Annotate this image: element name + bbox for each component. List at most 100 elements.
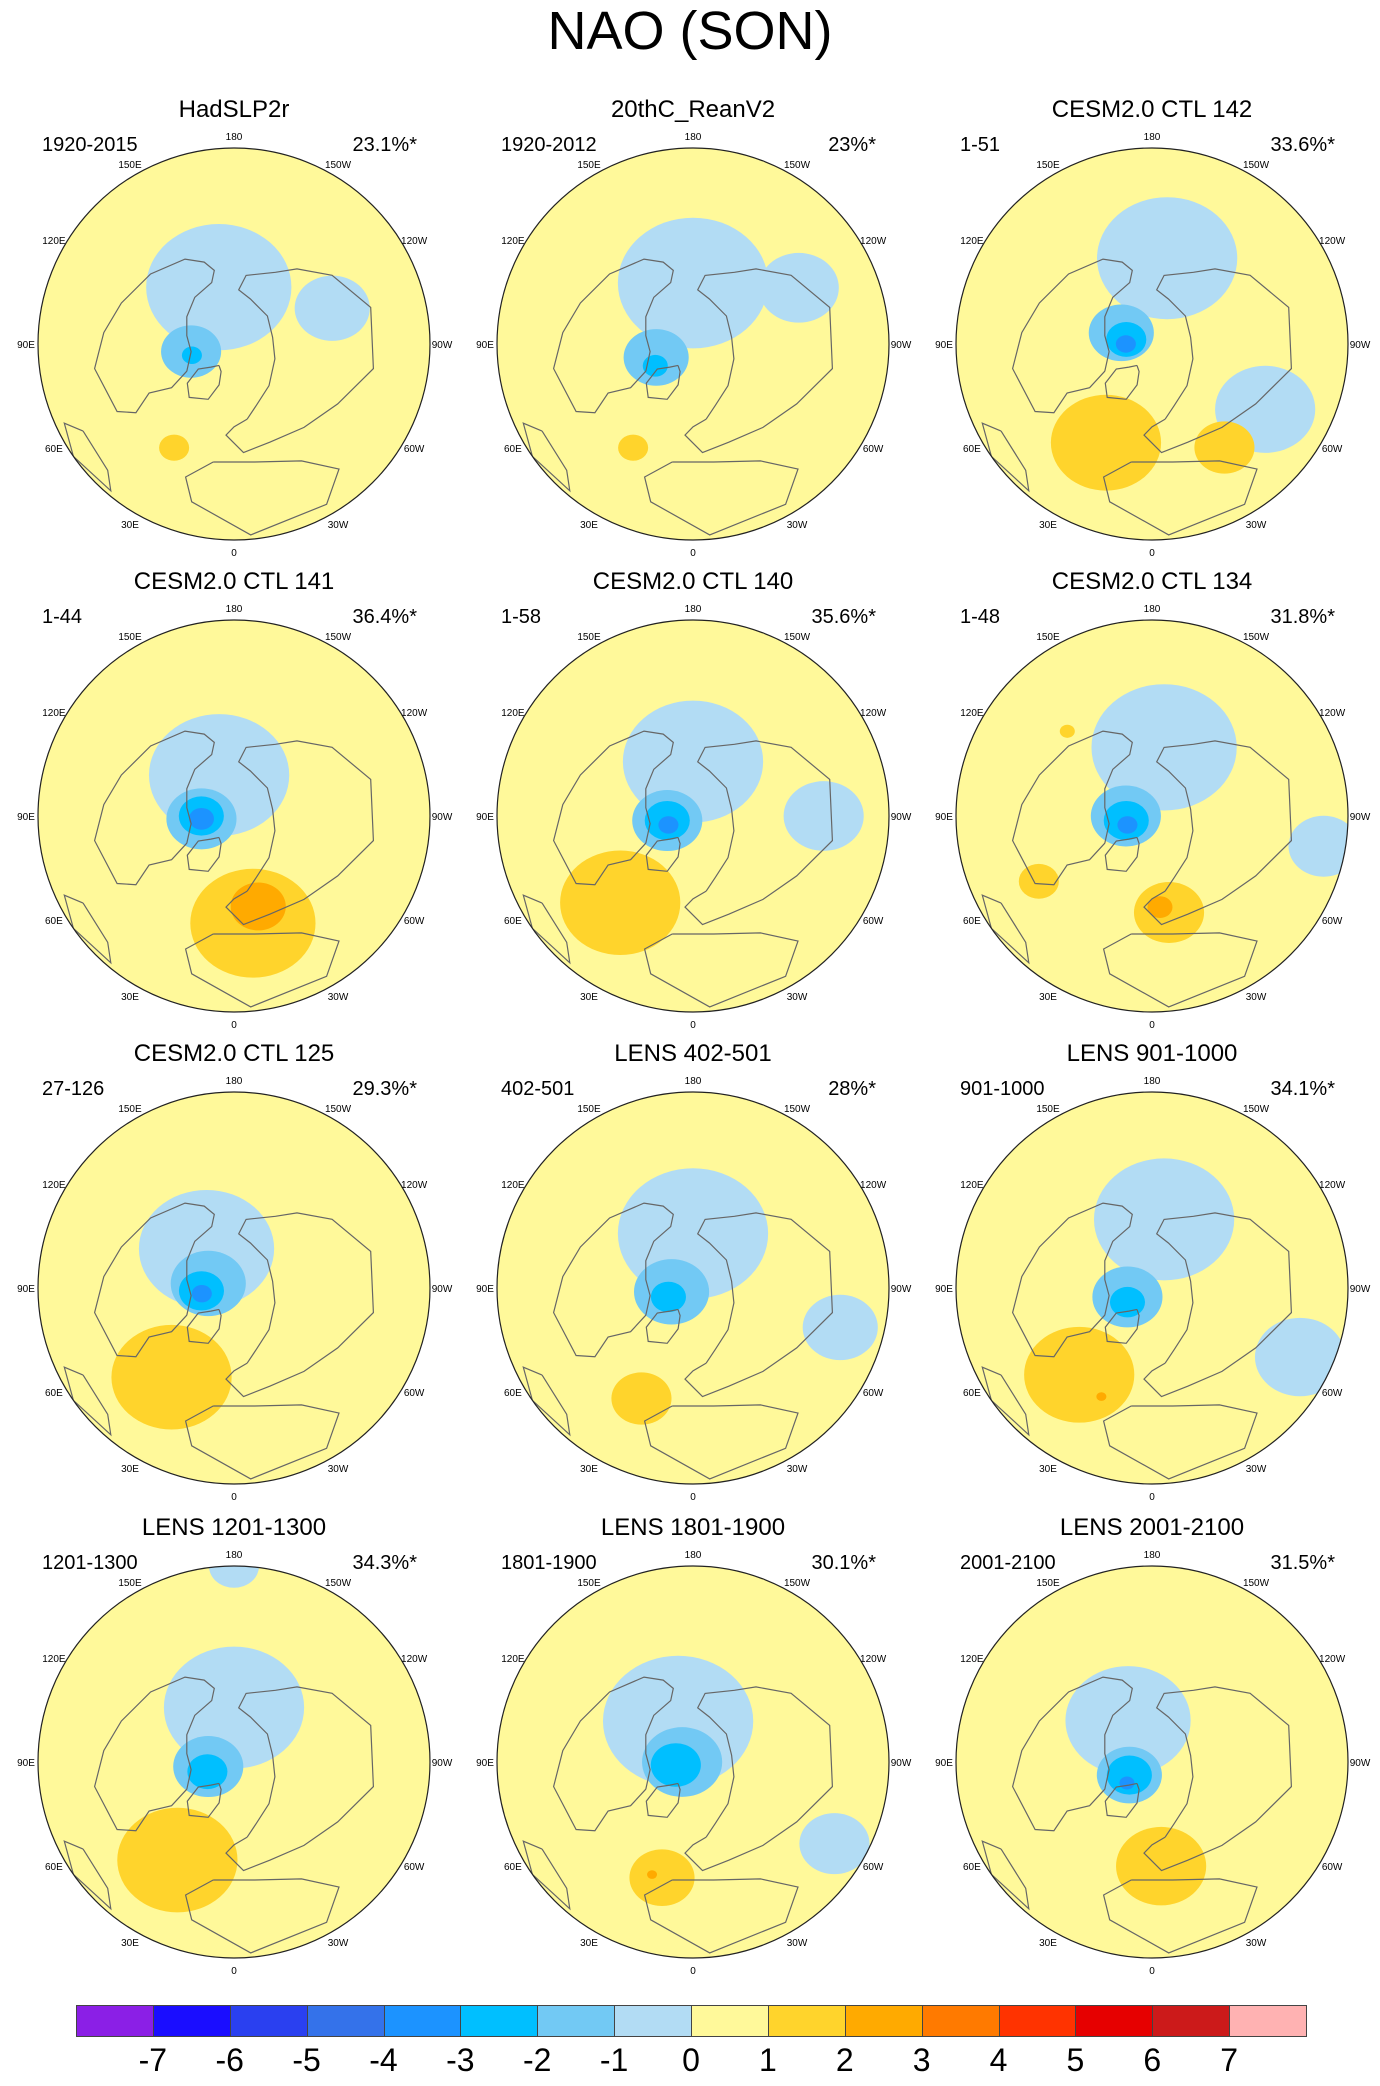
coastline [1104,1782,1140,1818]
coastline [1143,740,1293,926]
longitude-label: 120E [960,236,984,247]
coastline [93,258,215,414]
coastline [1104,836,1140,872]
colorbar-tick-label: 2 [835,2042,854,2078]
polar-map: 180 150E 120E 90E 60E 30E 0 30W 60W 90W 120W 150W [17,132,453,559]
longitude-label: 150E [1036,1104,1060,1115]
coastline [645,364,681,400]
longitude-label: 150E [577,1104,601,1115]
coastline [684,1212,834,1398]
longitude-label: 90E [17,812,35,823]
longitude-label: 90W [432,812,453,823]
colorbar-swatch [1075,2005,1154,2037]
anomaly-contour [1147,896,1173,919]
colorbar-tick-label: -7 [138,2042,168,2078]
panel-variance: 36.4%* [352,606,418,628]
polar-map: 180 150E 120E 90E 60E 30E 0 30W 60W 90W 120W 150W [935,1076,1371,1503]
colorbar-swatch [691,2005,769,2037]
colorbar-tick-label: 3 [912,2042,931,2078]
longitude-label: 150E [577,632,601,643]
map-panel: 20thC_ReanV2 1920-2012 23%* 180 150E 120E 90E 6… [463,96,923,559]
longitude-label: 60E [963,444,981,455]
longitude-label: 30E [121,520,139,531]
coastline [93,1202,215,1358]
colorbar-swatch [229,2005,308,2037]
panel-variance: 23%* [828,134,876,156]
longitude-label: 180 [685,1550,702,1561]
longitude-label: 60E [504,1862,522,1873]
longitude-label: 90E [935,340,953,351]
longitude-label: 120E [501,1180,525,1191]
panel-period: 1-58 [501,606,542,628]
longitude-label: 60E [45,1388,63,1399]
longitude-label: 30W [328,1938,349,1949]
map-boundary [496,619,890,1013]
map-panel: LENS 1801-1900 1801-1900 30.1%* 180 150E 120E… [463,1514,923,1977]
longitude-label: 120W [1319,1654,1346,1665]
longitude-label: 180 [685,1076,702,1087]
anomaly-contour [650,1743,701,1787]
anomaly-contour [159,434,190,461]
anomaly-contour [111,1324,232,1430]
panel-variance: 33.6%* [1270,134,1336,156]
panel-title: LENS 402-501 [614,1040,772,1067]
longitude-label: 180 [226,1550,243,1561]
anomaly-contour [1109,1286,1146,1318]
map-panel: CESM2.0 CTL 134 1-48 31.8%* 180 150E 120E 90E 6… [922,568,1380,1031]
longitude-label: 60E [45,1862,63,1873]
coastline [184,1404,340,1480]
longitude-label: 60W [404,444,425,455]
longitude-label: 30W [787,1938,808,1949]
longitude-label: 0 [231,1020,237,1031]
longitude-label: 60W [863,1862,884,1873]
panel-variance: 34.3%* [352,1552,418,1574]
longitude-label: 60W [404,1862,425,1873]
longitude-label: 0 [231,1966,237,1977]
longitude-label: 180 [1144,1076,1161,1087]
coastline [186,836,222,872]
colorbar-tick-label: -1 [599,2042,629,2078]
coastline [63,1366,112,1437]
colorbar-tick-label: 0 [682,2042,700,2078]
panel-period: 402-501 [501,1078,575,1100]
panel-variance: 31.5%* [1270,1552,1336,1574]
coastline [225,1212,375,1398]
longitude-label: 60W [863,444,884,455]
anomaly-contour [758,252,839,323]
longitude-label: 30W [787,992,808,1003]
anomaly-contour [560,850,681,956]
colorbar-swatch [306,2005,385,2037]
map-panel: HadSLP2r 1920-2015 23.1%* 180 150E 120E 90E 60E… [4,96,464,559]
panel-title: LENS 901-1000 [1066,1040,1238,1067]
longitude-label: 150W [1243,632,1270,643]
longitude-label: 150E [1036,632,1060,643]
longitude-label: 90E [17,340,35,351]
longitude-label: 120E [42,708,66,719]
longitude-label: 120W [860,1654,887,1665]
panel-title: LENS 1201-1300 [141,1514,327,1541]
colorbar-swatch [1152,2005,1231,2037]
map-boundary [496,147,890,541]
colorbar-swatch [1229,2005,1307,2037]
longitude-label: 120E [960,1180,984,1191]
colorbar-tick-label: 5 [1066,2042,1085,2078]
longitude-label: 90E [476,340,494,351]
longitude-label: 0 [1149,1020,1155,1031]
coastline [63,1840,112,1911]
panel-period: 1920-2015 [42,134,138,156]
longitude-label: 120E [501,708,525,719]
longitude-label: 60W [1322,444,1343,455]
map-boundary [955,1565,1349,1959]
panel-title: HadSLP2r [178,96,290,123]
longitude-label: 0 [690,1966,696,1977]
longitude-label: 60W [863,1388,884,1399]
longitude-label: 60E [504,1388,522,1399]
coastline [93,1676,215,1832]
longitude-label: 90W [1350,1758,1371,1769]
anomaly-contour [117,1807,238,1913]
polar-map: 180 150E 120E 90E 60E 30E 0 30W 60W 90W 120W 150W [476,1076,912,1503]
longitude-label: 180 [1144,132,1161,143]
anomaly-contour [1024,1326,1135,1423]
longitude-label: 30W [787,1464,808,1475]
colorbar-swatch [614,2005,692,2037]
